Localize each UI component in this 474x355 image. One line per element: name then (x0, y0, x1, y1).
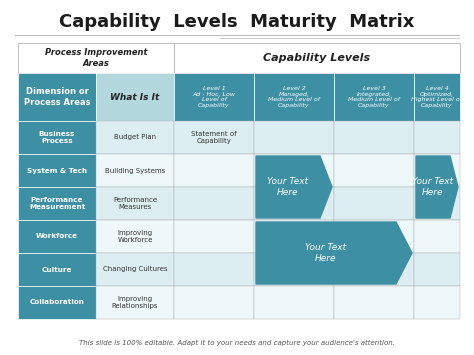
Bar (174, 253, 254, 286)
Bar (414, 154, 460, 187)
Bar (174, 43, 460, 73)
Polygon shape (416, 156, 458, 218)
Bar (96, 220, 174, 253)
Bar (18, 154, 96, 187)
Text: This slide is 100% editable. Adapt it to your needs and capture your audience's : This slide is 100% editable. Adapt it to… (79, 340, 395, 346)
Text: Level 3
Integrated,
Medium Level of
Capability: Level 3 Integrated, Medium Level of Capa… (348, 86, 400, 108)
Text: Dimension or
Process Areas: Dimension or Process Areas (24, 87, 90, 107)
Bar (254, 286, 334, 319)
Bar (174, 220, 254, 253)
Text: System & Tech: System & Tech (27, 168, 87, 174)
Text: Your Text
Here: Your Text Here (305, 243, 346, 263)
Text: What Is It: What Is It (110, 93, 160, 102)
Bar (254, 121, 334, 154)
Bar (334, 154, 414, 187)
Bar (254, 154, 334, 187)
Bar (414, 73, 460, 121)
Text: Level 2
Managed,
Medium Level of
Capability: Level 2 Managed, Medium Level of Capabil… (268, 86, 320, 108)
Bar (18, 43, 174, 73)
Bar (414, 187, 460, 220)
Text: Workforce: Workforce (36, 234, 78, 240)
Text: Improving
Workforce: Improving Workforce (117, 230, 153, 243)
Text: Performance
Measures: Performance Measures (113, 197, 157, 210)
Bar (96, 286, 174, 319)
Bar (18, 121, 96, 154)
Bar (18, 253, 96, 286)
Text: Capability  Levels  Maturity  Matrix: Capability Levels Maturity Matrix (59, 13, 415, 31)
Bar (18, 220, 96, 253)
Bar (254, 73, 334, 121)
Bar (174, 286, 254, 319)
Bar (96, 154, 174, 187)
Bar (414, 253, 460, 286)
Text: Business
Process: Business Process (39, 131, 75, 144)
Bar (174, 73, 254, 121)
Bar (254, 187, 334, 220)
Text: Collaboration: Collaboration (29, 300, 84, 306)
Bar (414, 286, 460, 319)
Polygon shape (256, 156, 332, 218)
Bar (96, 121, 174, 154)
Text: Level 4
Optimized,
Highest Level of
Capability: Level 4 Optimized, Highest Level of Capa… (411, 86, 463, 108)
Bar (174, 121, 254, 154)
Bar (414, 220, 460, 253)
Text: Building Systems: Building Systems (105, 168, 165, 174)
Text: Level 1
Ad - Hoc, Low
Level of
Capability: Level 1 Ad - Hoc, Low Level of Capabilit… (192, 86, 236, 108)
Text: Your Text
Here: Your Text Here (267, 177, 309, 197)
Text: Your Text
Here: Your Text Here (412, 177, 454, 197)
Bar (254, 220, 334, 253)
Bar (96, 73, 174, 121)
Bar (334, 121, 414, 154)
Text: Improving
Relationships: Improving Relationships (112, 296, 158, 309)
Polygon shape (256, 222, 412, 284)
Bar (254, 253, 334, 286)
Bar (334, 73, 414, 121)
Bar (96, 253, 174, 286)
Bar (18, 286, 96, 319)
Bar (334, 286, 414, 319)
Text: Budget Plan: Budget Plan (114, 135, 156, 141)
Bar (334, 187, 414, 220)
Text: Culture: Culture (42, 267, 72, 273)
Bar (174, 187, 254, 220)
Bar (334, 253, 414, 286)
Bar (18, 187, 96, 220)
Bar (334, 220, 414, 253)
Text: Changing Cultures: Changing Cultures (103, 267, 167, 273)
Bar (96, 187, 174, 220)
Bar (414, 121, 460, 154)
Bar (18, 73, 96, 121)
Bar (174, 154, 254, 187)
Text: Performance
Measurement: Performance Measurement (29, 197, 85, 210)
Text: Capability Levels: Capability Levels (264, 53, 371, 63)
Text: Process Improvement
Areas: Process Improvement Areas (45, 48, 147, 68)
Text: Statement of
Capability: Statement of Capability (191, 131, 237, 144)
